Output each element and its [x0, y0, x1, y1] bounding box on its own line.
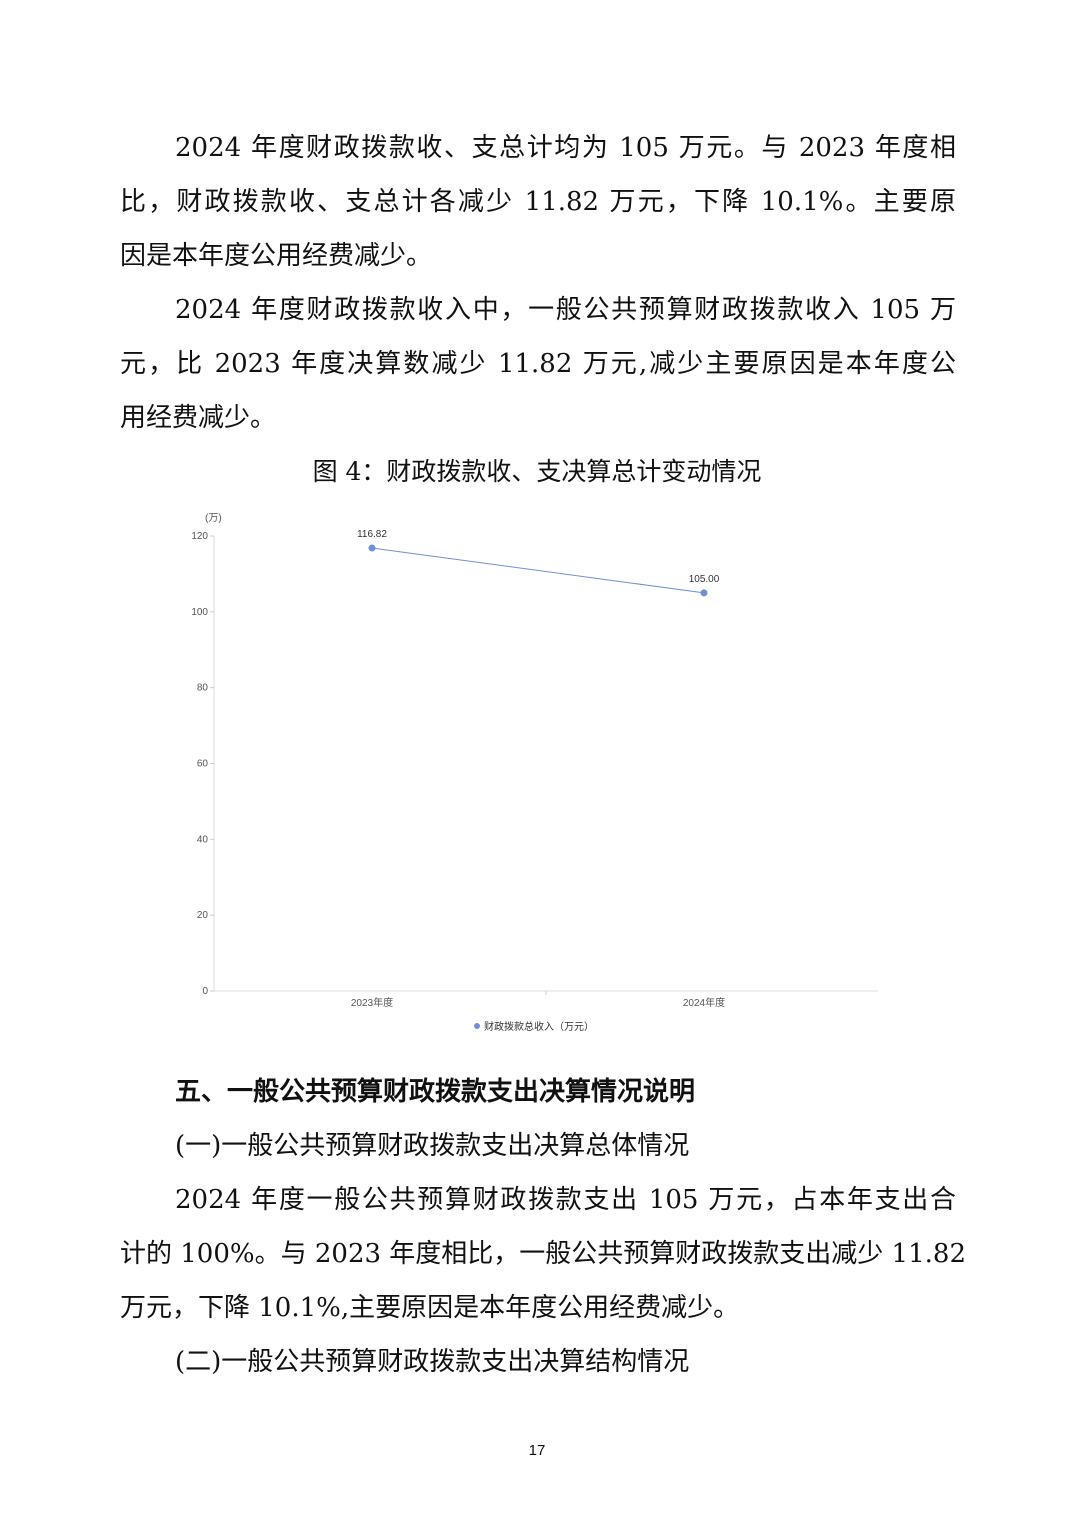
text-line: 比，财政拨款收、支总计各减少 11.82 万元，下降 10.1%。主要原	[120, 187, 956, 217]
data-label: 105.00	[689, 574, 720, 585]
y-tick-label: 20	[197, 910, 209, 921]
subheading-2: (二)一般公共预算财政拨款支出决算结构情况	[175, 1347, 690, 1377]
text-line: 2024 年度财政拨款收、支总计均为 105 万元。与 2023 年度相	[175, 133, 956, 163]
text-line: 因是本年度公用经费减少。	[120, 241, 433, 271]
unit-label: (万)	[205, 513, 222, 524]
y-tick-label: 40	[197, 834, 209, 845]
series-line	[371, 547, 705, 594]
legend-label: 财政拨款总收入（万元）	[484, 1020, 594, 1033]
legend-marker	[474, 1023, 480, 1029]
text-line: 2024 年度财政拨款收入中，一般公共预算财政拨款收入 105 万	[175, 295, 956, 325]
text-line: 万元，下降 10.1%,主要原因是本年度公用经费减少。	[120, 1293, 740, 1323]
text-line: 2024 年度一般公共预算财政拨款支出 105 万元，占本年支出合	[175, 1185, 956, 1215]
text-line: 元，比 2023 年度决算数减少 11.82 万元,减少主要原因是本年度公	[120, 349, 956, 379]
line-chart: (万) 0 20 40 60 80 100 120 2023年度 2024年度 116.82 10…	[191, 513, 878, 1033]
text-line: 计的 100%。与 2023 年度相比，一般公共预算财政拨款支出减少 11.82	[120, 1239, 966, 1269]
data-label: 116.82	[357, 529, 387, 540]
legend: 财政拨款总收入（万元）	[474, 1020, 594, 1033]
figure-caption: 图 4：财政拨款收、支决算总计变动情况	[312, 457, 762, 486]
data-point	[700, 589, 708, 597]
y-tick-label: 60	[197, 759, 209, 770]
x-tick-label: 2024年度	[683, 996, 725, 1009]
y-tick-label: 0	[202, 986, 208, 997]
text-line: 用经费减少。	[120, 403, 277, 433]
y-tick-label: 120	[191, 531, 208, 542]
y-tick-label: 80	[197, 683, 209, 694]
y-tick-label: 100	[191, 607, 208, 618]
data-point	[368, 544, 376, 552]
subheading-1: (一)一般公共预算财政拨款支出决算总体情况	[175, 1131, 690, 1161]
section-heading: 五、一般公共预算财政拨款支出决算情况说明	[175, 1077, 696, 1107]
page-number: 17	[528, 1442, 546, 1459]
x-tick-label: 2023年度	[351, 996, 393, 1009]
